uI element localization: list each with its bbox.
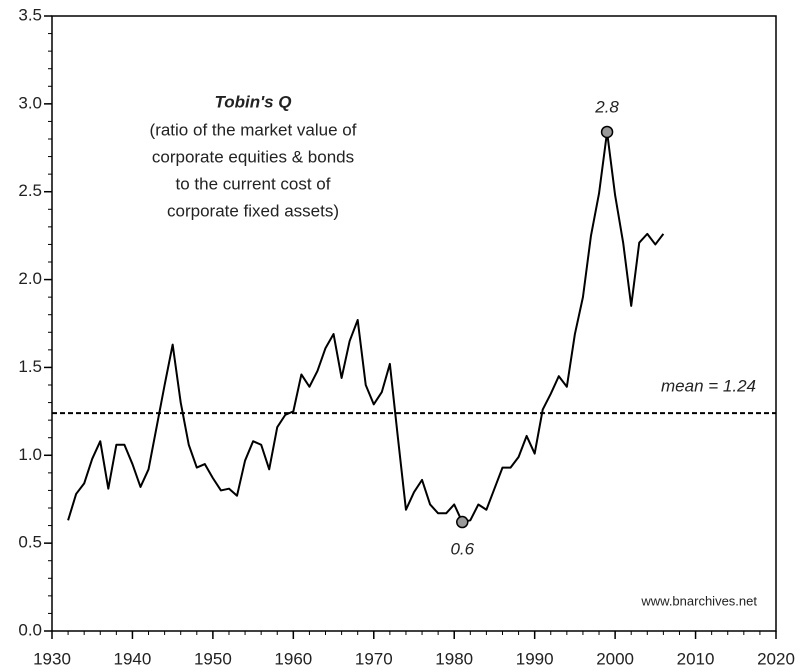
x-tick-label: 2020 [757,649,795,668]
source: www.bnarchives.net [640,593,757,608]
chart-title: Tobin's Q [214,92,291,111]
subtitle: (ratio of the market value of [150,120,357,139]
y-tick-label: 0.0 [18,620,42,639]
x-tick-label: 1970 [355,649,393,668]
x-tick-label: 2000 [596,649,634,668]
annotation-label: 2.8 [594,97,619,116]
x-tick-label: 1960 [274,649,312,668]
y-tick-label: 0.5 [18,533,42,552]
annotation-marker [456,515,469,529]
subtitle: corporate fixed assets) [167,201,339,220]
x-tick-label: 1980 [435,649,473,668]
subtitle: corporate equities & bonds [152,147,354,166]
x-tick-label: 1990 [516,649,554,668]
x-tick-label: 1950 [194,649,232,668]
x-tick-label: 2010 [677,649,715,668]
plot-frame [51,15,777,632]
annotation-label: 0.6 [450,540,474,559]
x-tick-label: 1930 [33,649,71,668]
y-tick-label: 1.0 [18,445,42,464]
y-tick-label: 2.5 [18,181,42,200]
y-tick-label: 1.5 [18,357,42,376]
y-tick-label: 2.0 [18,269,42,288]
mean-label: mean = 1.24 [661,377,756,396]
annotation-marker [600,125,614,139]
y-tick-label: 3.0 [18,93,42,112]
data-line [67,130,665,524]
x-tick-label: 1940 [114,649,152,668]
y-tick-label: 3.5 [18,5,42,24]
subtitle: to the current cost of [176,174,331,193]
